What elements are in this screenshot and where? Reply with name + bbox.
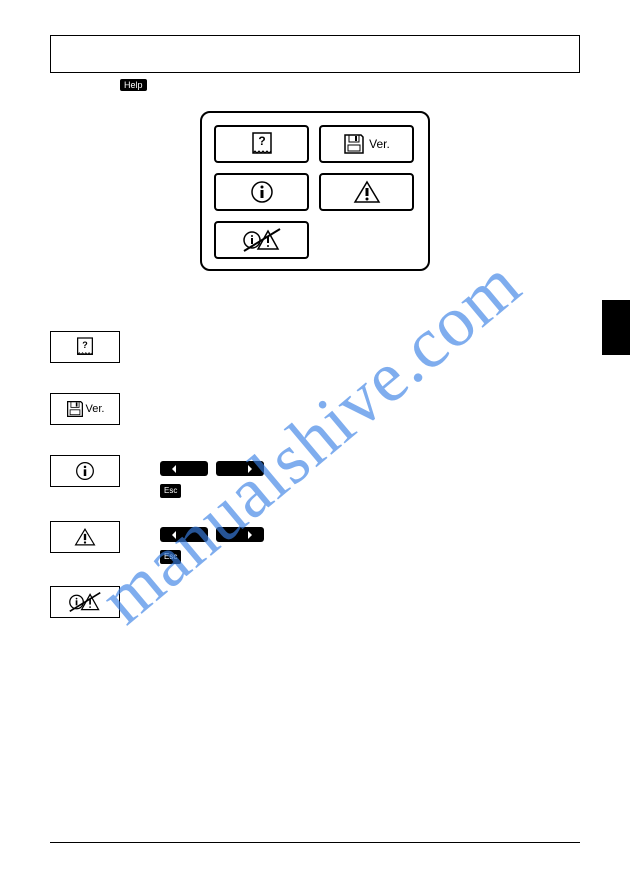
prev-button[interactable] [160, 527, 208, 542]
footer-rule [50, 842, 580, 843]
feature-list: ? Ver. [50, 331, 580, 626]
page-frame: Help ? Ver. [50, 35, 580, 858]
svg-text:?: ? [82, 340, 88, 350]
disk-icon [343, 133, 365, 155]
version-button[interactable]: Ver. [319, 125, 414, 163]
book-help-icon: ? [251, 131, 273, 157]
nav-group [160, 461, 580, 476]
clear-warning-button[interactable] [214, 221, 309, 259]
warning-icon [353, 180, 381, 204]
info-icon [250, 180, 274, 204]
manual-item-icon: ? [50, 331, 120, 363]
list-row: Esc [50, 521, 580, 565]
help-panel: ? Ver. [200, 111, 430, 271]
warning-item-icon [50, 521, 120, 553]
manual-button[interactable]: ? [214, 125, 309, 163]
next-button[interactable] [216, 461, 264, 476]
esc-badge: Esc [160, 484, 181, 498]
esc-badge: Esc [160, 550, 181, 564]
version-item-icon: Ver. [50, 393, 120, 425]
warning-button[interactable] [319, 173, 414, 211]
clear-item-icon [50, 586, 120, 618]
version-label: Ver. [369, 137, 390, 151]
title-box [50, 35, 580, 73]
section-tab [602, 300, 630, 355]
next-button[interactable] [216, 527, 264, 542]
list-row [50, 586, 580, 626]
clear-info-warning-icon [242, 227, 282, 253]
prev-button[interactable] [160, 461, 208, 476]
version-item-label: Ver. [86, 403, 105, 415]
help-badge: Help [120, 79, 147, 91]
list-row: Esc [50, 455, 580, 499]
list-row: Ver. [50, 393, 580, 433]
list-row: ? [50, 331, 580, 371]
info-button[interactable] [214, 173, 309, 211]
info-item-icon [50, 455, 120, 487]
svg-text:?: ? [258, 134, 265, 148]
nav-group [160, 527, 580, 542]
